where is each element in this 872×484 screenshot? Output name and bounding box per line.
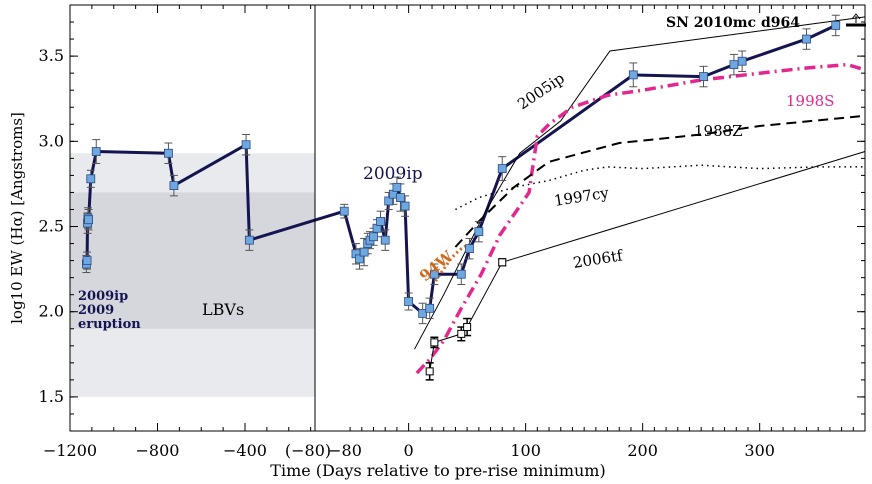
- sn1988Z-label: 1988Z: [694, 122, 743, 140]
- axes-layer: [69, 4, 866, 432]
- data-point-2009ip: [84, 215, 93, 225]
- data-point-2009ip: [497, 164, 507, 173]
- data-point-2006tf: [498, 258, 507, 267]
- y-axis-label: log10 EW (Hα) [Angstroms]: [8, 112, 26, 324]
- eruption-label-line3: eruption: [78, 317, 141, 332]
- data-point-2009ip: [802, 34, 811, 44]
- data-point-2009ip: [91, 147, 101, 156]
- right-panel-frame: [314, 4, 866, 432]
- data-point-2009ip: [465, 244, 474, 254]
- data-point-2009ip: [86, 174, 96, 184]
- data-point-2009ip: [339, 206, 349, 216]
- data-point-2009ip: [169, 181, 179, 191]
- data-point-2009ip: [474, 227, 484, 237]
- series-line-1997cy: [455, 164, 865, 211]
- series-line-1994w: [434, 244, 468, 282]
- data-point-2009ip: [376, 217, 385, 226]
- series-line-2005ip: [414, 16, 866, 350]
- data-point-2009ip: [628, 70, 638, 80]
- y-tick-label: 3.0: [39, 131, 64, 150]
- lbv-label: LBVs: [202, 300, 244, 319]
- data-point-2009ip: [831, 21, 841, 30]
- data-point-2009ip: [241, 140, 251, 150]
- series-line-1988z: [454, 114, 866, 248]
- x-tick-label: −400: [223, 441, 267, 460]
- y-tick-label: 2.5: [39, 217, 64, 236]
- data-point-2009ip: [404, 297, 414, 306]
- data-point-2009ip: [164, 148, 173, 158]
- y-tick-label: 3.5: [39, 46, 64, 65]
- sn1997cy-label: 1997cy: [553, 183, 611, 209]
- data-point-2009ip: [396, 193, 405, 202]
- data-point-2009ip: [392, 182, 402, 192]
- data-point-2009ip: [737, 56, 747, 66]
- data-point-2009ip: [425, 303, 435, 313]
- y-tick-label: 2.0: [39, 302, 64, 321]
- x-tick-label: −1200: [43, 441, 97, 460]
- sn2010mc-label: SN 2010mc d964: [666, 15, 800, 31]
- left-end-tick-label: (−80): [285, 441, 331, 460]
- data-point-2009ip: [82, 256, 92, 266]
- data-point-2009ip: [418, 309, 428, 318]
- markers-layer: [82, 21, 841, 376]
- data-point-2009ip: [380, 235, 390, 245]
- data-point-2006tf: [463, 323, 472, 332]
- data-point-2009ip: [729, 60, 739, 70]
- right-start-tick-label: −80: [328, 441, 362, 460]
- data-point-2009ip: [384, 196, 394, 206]
- sn2006tf-label: 2006tf: [572, 246, 625, 272]
- x-tick-label: 200: [627, 441, 658, 460]
- data-point-2009ip: [456, 269, 466, 279]
- lbv-band-inner: [70, 192, 315, 329]
- sn2009ip-label: 2009ip: [363, 164, 423, 184]
- sn2005ip-label: 2005ip: [514, 69, 568, 113]
- series-line-2009ip-connector: [248, 209, 345, 242]
- data-point-2006tf: [457, 329, 466, 338]
- bands-layer: [70, 153, 315, 397]
- series-line-1998s: [415, 62, 866, 375]
- x-tick-label: 100: [510, 441, 541, 460]
- eruption-label-line2: 2009: [78, 303, 114, 318]
- data-point-2009ip: [369, 232, 378, 242]
- data-point-2006tf: [430, 338, 439, 347]
- eruption-label-line1: 2009ip: [78, 289, 128, 304]
- ticks-layer: 1.5 2.0 2.5 3.0 3.5 −1200 −800 −400 0 100 200 300: [39, 5, 865, 460]
- data-point-2009ip: [244, 235, 254, 245]
- data-point-2009ip: [429, 269, 439, 279]
- x-axis-label: Time (Days relative to pre-rise minimum): [270, 461, 605, 480]
- data-point-2009ip: [400, 201, 410, 211]
- y-tick-label: 1.5: [39, 387, 64, 406]
- data-point-2006tf: [425, 367, 434, 376]
- x-tick-label: −800: [136, 441, 180, 460]
- x-tick-label: 0: [404, 441, 414, 460]
- lower-limit-icon: [846, 13, 866, 27]
- data-point-2009ip: [355, 254, 364, 264]
- data-point-2009ip: [699, 72, 708, 81]
- data-point-2009ip: [359, 247, 369, 257]
- x-tick-label: 300: [744, 441, 775, 460]
- sn1998S-label: 1998S: [786, 92, 834, 110]
